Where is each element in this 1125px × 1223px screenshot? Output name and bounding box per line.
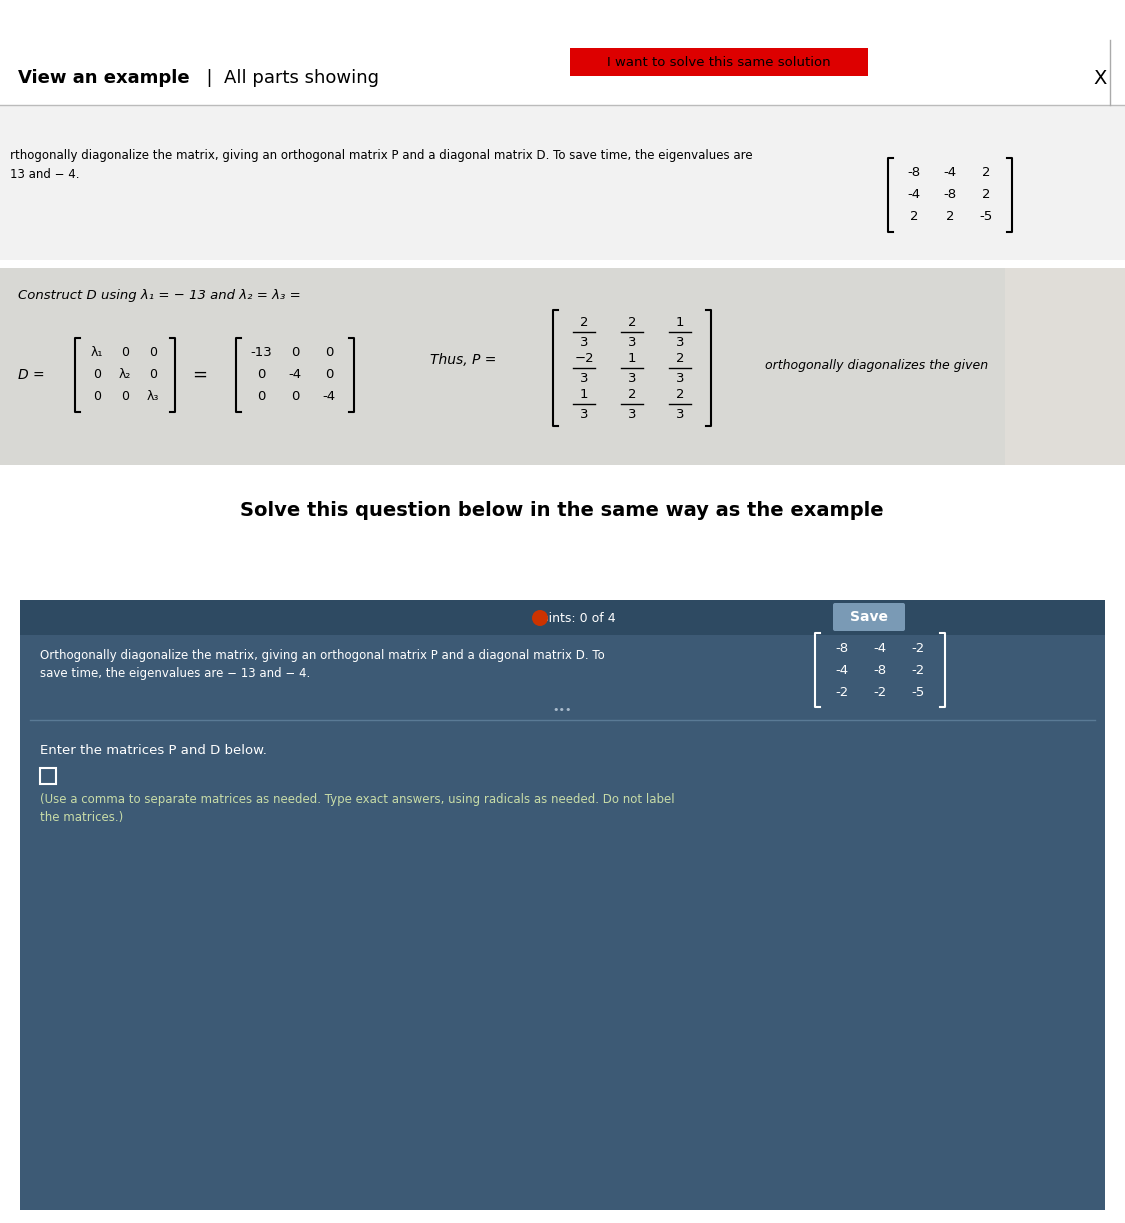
Text: -2: -2 (836, 686, 848, 698)
Text: Solve this question below in the same way as the example: Solve this question below in the same wa… (241, 500, 884, 520)
Bar (0, 40, 1125, 105)
Text: 3: 3 (628, 372, 637, 384)
Text: -8: -8 (908, 166, 920, 180)
Text: 0: 0 (148, 346, 158, 360)
Text: 2: 2 (946, 210, 954, 224)
Text: D =: D = (18, 368, 45, 382)
Text: 2: 2 (676, 389, 684, 401)
Text: (Use a comma to separate matrices as needed. Type exact answers, using radicals : (Use a comma to separate matrices as nee… (40, 794, 675, 806)
Text: 3: 3 (579, 372, 588, 384)
Text: 3: 3 (676, 372, 684, 384)
Text: -5: -5 (980, 210, 992, 224)
Text: -2: -2 (911, 642, 925, 654)
Text: Construct D using λ₁ = − 13 and λ₂ = λ₃ =: Construct D using λ₁ = − 13 and λ₂ = λ₃ … (18, 289, 300, 302)
Text: X: X (1094, 68, 1107, 88)
Text: Points: 0 of 4: Points: 0 of 4 (534, 612, 615, 625)
Text: 2: 2 (628, 389, 637, 401)
Text: -4: -4 (944, 166, 956, 180)
Text: -4: -4 (873, 642, 886, 654)
Circle shape (532, 610, 548, 626)
Text: 3: 3 (579, 407, 588, 421)
Text: 3: 3 (628, 407, 637, 421)
Text: 3: 3 (676, 335, 684, 349)
Text: -4: -4 (836, 664, 848, 676)
Text: 1: 1 (628, 352, 637, 366)
Text: -4: -4 (288, 368, 302, 382)
Text: |  All parts showing: | All parts showing (195, 68, 379, 87)
Text: 0: 0 (148, 368, 158, 382)
Text: λ₃: λ₃ (146, 390, 160, 404)
Text: •••: ••• (552, 704, 572, 715)
Text: 0: 0 (256, 390, 266, 404)
FancyBboxPatch shape (832, 603, 904, 631)
Text: 1: 1 (579, 389, 588, 401)
Text: Save: Save (850, 610, 888, 624)
Text: 0: 0 (93, 390, 101, 404)
Text: λ₁: λ₁ (91, 346, 104, 360)
Bar (0, 268, 1005, 465)
Text: Orthogonally diagonalize the matrix, giving an orthogonal matrix P and a diagona: Orthogonally diagonalize the matrix, giv… (40, 648, 605, 662)
Bar (0, 105, 1125, 260)
Text: -2: -2 (873, 686, 886, 698)
Text: 0: 0 (325, 368, 333, 382)
Text: 3: 3 (579, 335, 588, 349)
Text: =: = (192, 366, 207, 384)
Text: 3: 3 (628, 335, 637, 349)
Text: -8: -8 (944, 188, 956, 202)
Text: I want to solve this same solution: I want to solve this same solution (608, 55, 830, 68)
Bar (20, 600, 1105, 1210)
Text: 2: 2 (910, 210, 918, 224)
Bar (1005, 268, 1125, 465)
Text: View an example: View an example (18, 68, 190, 87)
Text: -4: -4 (908, 188, 920, 202)
Text: 0: 0 (122, 346, 129, 360)
Text: 13 and − 4.: 13 and − 4. (10, 169, 80, 181)
Text: λ₂: λ₂ (119, 368, 132, 382)
Text: -2: -2 (911, 664, 925, 676)
Text: -8: -8 (873, 664, 886, 676)
Bar (20, 600, 1105, 635)
Text: the matrices.): the matrices.) (40, 812, 124, 824)
Text: 0: 0 (290, 346, 299, 360)
Text: 0: 0 (93, 368, 101, 382)
Text: -8: -8 (836, 642, 848, 654)
Text: 2: 2 (628, 317, 637, 329)
Bar (40, 768, 56, 784)
Text: save time, the eigenvalues are − 13 and − 4.: save time, the eigenvalues are − 13 and … (40, 667, 310, 680)
Text: -5: -5 (911, 686, 925, 698)
Text: -4: -4 (323, 390, 335, 404)
Text: -13: -13 (250, 346, 272, 360)
Text: rthogonally diagonalize the matrix, giving an orthogonal matrix P and a diagonal: rthogonally diagonalize the matrix, givi… (10, 148, 753, 161)
Text: 2: 2 (579, 317, 588, 329)
Text: 0: 0 (290, 390, 299, 404)
Text: 0: 0 (256, 368, 266, 382)
Text: Enter the matrices P and D below.: Enter the matrices P and D below. (40, 744, 267, 757)
Text: 2: 2 (676, 352, 684, 366)
Text: 1: 1 (676, 317, 684, 329)
Text: 2: 2 (982, 166, 990, 180)
Text: orthogonally diagonalizes the given: orthogonally diagonalizes the given (765, 358, 988, 372)
Text: 0: 0 (122, 390, 129, 404)
Text: 3: 3 (676, 407, 684, 421)
Text: Thus, P =: Thus, P = (430, 353, 496, 367)
Text: −2: −2 (574, 352, 594, 366)
Bar (570, 48, 868, 76)
Text: 0: 0 (325, 346, 333, 360)
Text: 2: 2 (982, 188, 990, 202)
